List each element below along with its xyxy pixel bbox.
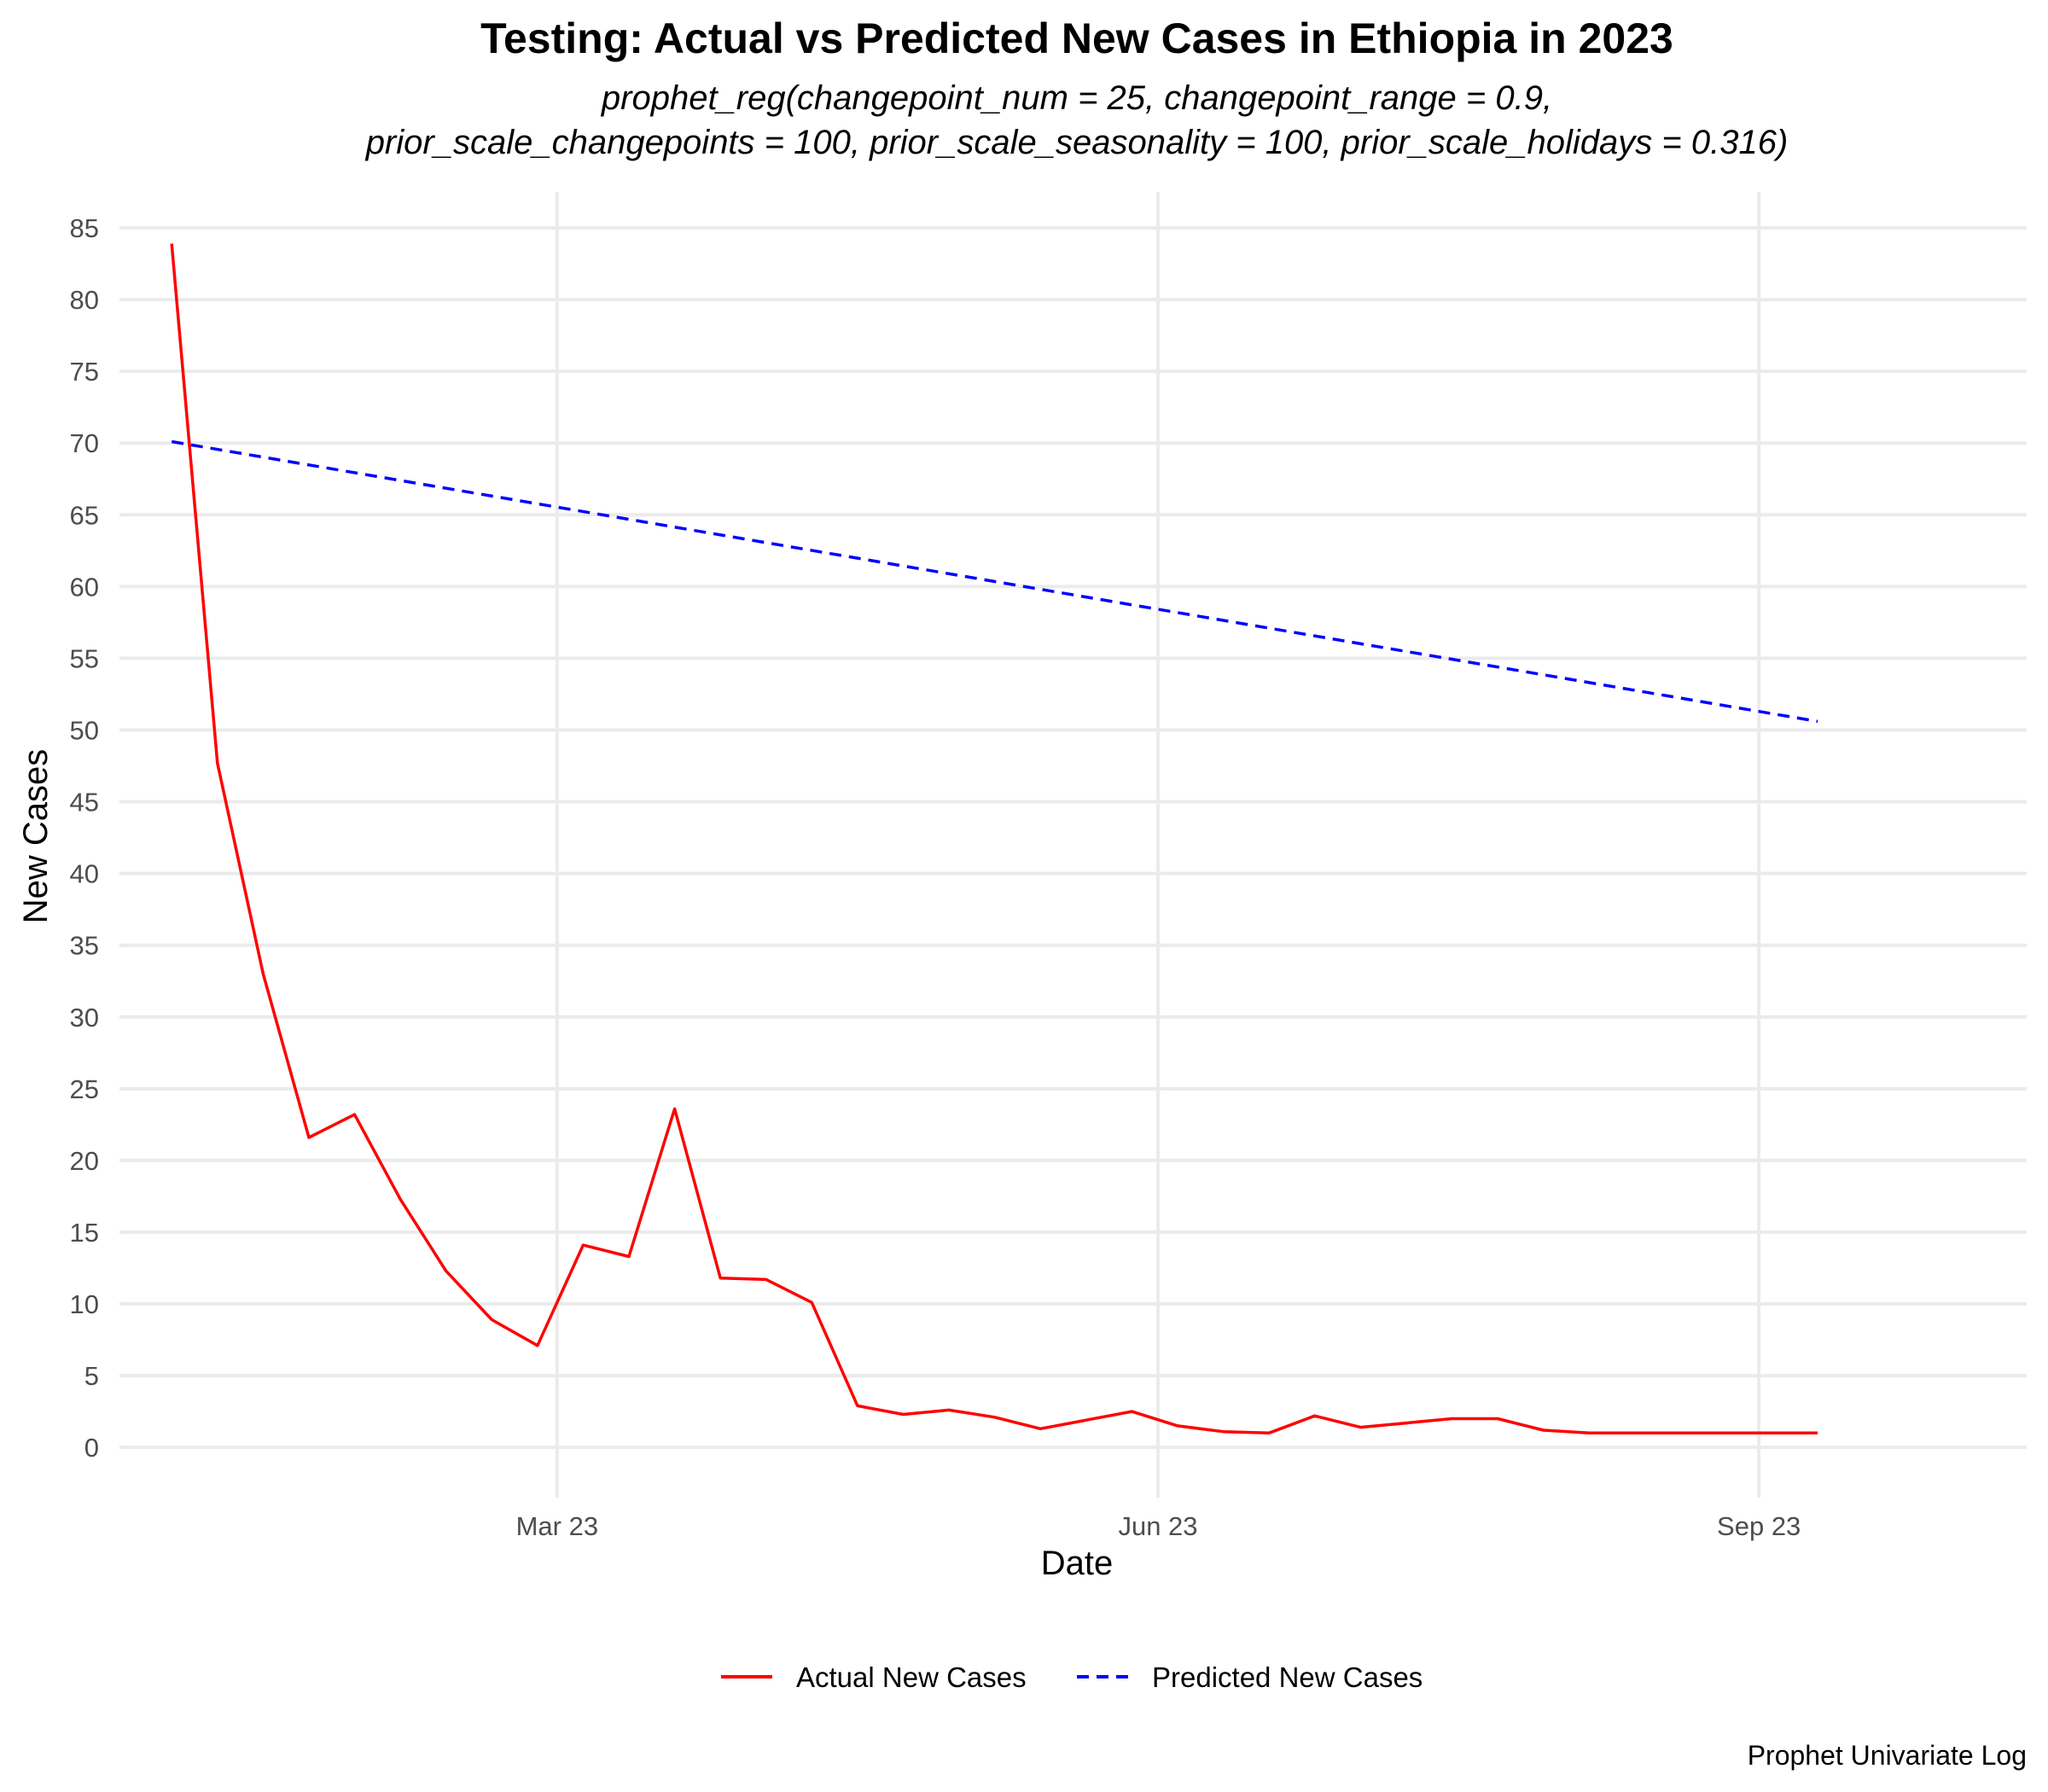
y-tick-label: 20	[70, 1146, 99, 1176]
series-lines	[170, 243, 1818, 1435]
y-tick-label: 65	[70, 500, 99, 530]
y-axis-title: New Cases	[17, 749, 55, 924]
y-tick-label: 10	[70, 1289, 99, 1319]
y-tick-label: 80	[70, 285, 99, 315]
y-tick-label: 5	[84, 1361, 99, 1391]
y-tick-label: 35	[70, 931, 99, 961]
y-tick-label: 25	[70, 1074, 99, 1104]
series-line-predicted-new-cases	[171, 439, 1818, 724]
series-line-actual-new-cases	[170, 243, 1818, 1435]
chart-subtitle-line-1: prophet_reg(changepoint_num = 25, change…	[601, 79, 1552, 117]
y-tick-label: 30	[70, 1003, 99, 1033]
legend: Actual New Cases Predicted New Cases	[721, 1661, 1423, 1693]
y-tick-label: 50	[70, 715, 99, 745]
y-tick-label: 40	[70, 859, 99, 889]
x-tick-labels: Mar 23 Jun 23 Sep 23	[516, 1511, 1801, 1541]
horizontal-gridlines	[119, 226, 2027, 1450]
y-tick-label: 70	[70, 428, 99, 458]
y-tick-label: 55	[70, 643, 99, 673]
y-tick-label: 75	[70, 357, 99, 387]
legend-label-actual-new-cases: Actual New Cases	[796, 1661, 1027, 1693]
chart-caption: Prophet Univariate Log	[1748, 1740, 2027, 1771]
y-tick-label: 45	[70, 788, 99, 817]
y-tick-label: 60	[70, 572, 99, 602]
chart-subtitle-line-2: prior_scale_changepoints = 100, prior_sc…	[365, 124, 1789, 161]
y-tick-labels: 0 5 10 15 20 25 30 35 40 45 50 55 60 65 70 75 80 85	[70, 213, 99, 1463]
y-tick-label: 85	[70, 213, 99, 243]
chart-title: Testing: Actual vs Predicted New Cases i…	[480, 15, 1673, 62]
x-tick-label: Jun 23	[1118, 1511, 1197, 1541]
y-tick-label: 0	[84, 1433, 99, 1463]
vertical-gridlines	[555, 192, 1761, 1498]
x-tick-label: Sep 23	[1717, 1511, 1801, 1541]
x-axis-title: Date	[1041, 1545, 1114, 1582]
y-tick-label: 15	[70, 1218, 99, 1248]
legend-label-predicted-new-cases: Predicted New Cases	[1152, 1661, 1423, 1693]
x-tick-label: Mar 23	[516, 1511, 598, 1541]
